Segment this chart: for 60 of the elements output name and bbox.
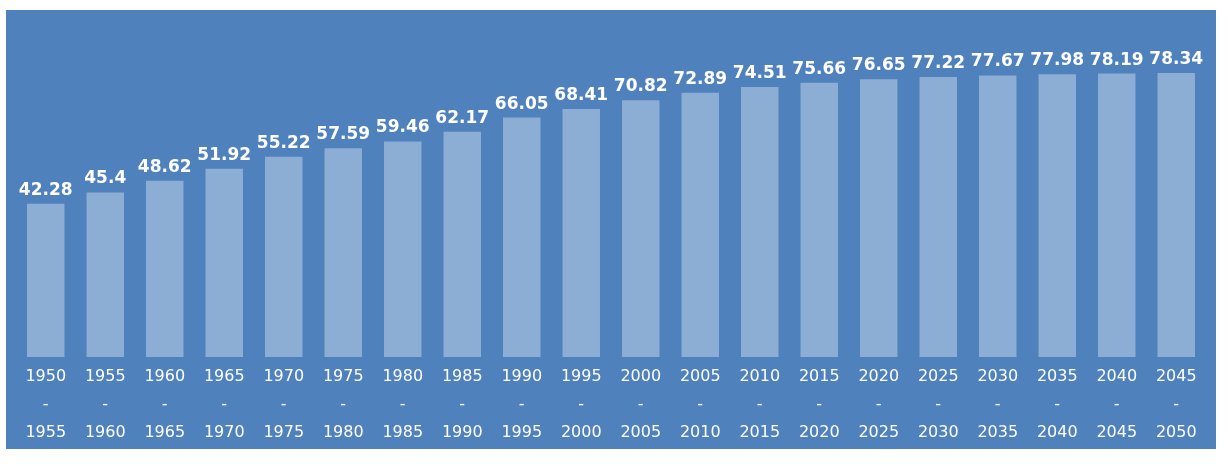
bar [146, 180, 184, 357]
data-label: 77.67 [970, 50, 1025, 71]
x-tick-label: 1950 - 1955 [25, 365, 67, 441]
bar [265, 156, 303, 357]
x-tick-label: 1975 - 1980 [322, 365, 364, 441]
data-label: 45.4 [84, 167, 127, 188]
x-tick-label: 2030 - 2035 [977, 365, 1019, 441]
data-label: 78.19 [1089, 48, 1144, 69]
x-tick-label: 2040 - 2045 [1096, 365, 1138, 441]
data-label: 75.66 [792, 57, 847, 78]
bar [741, 86, 779, 357]
bar [205, 168, 243, 357]
data-label: 62.17 [435, 106, 490, 127]
x-tick-label: 2000 - 2005 [620, 365, 662, 441]
x-tick-label: 2045 - 2050 [1155, 365, 1197, 441]
bar [384, 141, 422, 357]
data-label: 48.62 [137, 155, 192, 176]
x-tick-label: 2015 - 2020 [798, 365, 840, 441]
bar [979, 75, 1017, 357]
x-tick-label: 1965 - 1970 [203, 365, 245, 441]
data-label: 70.82 [613, 75, 668, 96]
data-label: 68.41 [554, 84, 609, 105]
bar [800, 82, 838, 357]
bar [27, 203, 65, 357]
bar [443, 131, 481, 357]
x-tick-label: 2025 - 2030 [917, 365, 959, 441]
data-label: 66.05 [494, 92, 549, 113]
x-tick-label: 2005 - 2010 [679, 365, 721, 441]
data-label: 78.34 [1149, 48, 1204, 69]
data-label: 55.22 [256, 131, 311, 152]
bar [1038, 74, 1076, 357]
x-tick-label: 2010 - 2015 [739, 365, 781, 441]
bar [919, 77, 957, 357]
data-label: 76.65 [851, 54, 906, 75]
bar [1098, 73, 1136, 357]
x-tick-label: 2035 - 2040 [1036, 365, 1078, 441]
x-tick-label: 1995 - 2000 [560, 365, 602, 441]
data-label: 59.46 [375, 116, 430, 137]
bar [1157, 73, 1195, 357]
data-label: 77.22 [911, 52, 966, 73]
data-label: 42.28 [18, 178, 73, 199]
x-tick-label: 1980 - 1985 [382, 365, 424, 441]
data-label: 51.92 [197, 143, 252, 164]
x-tick-label: 1960 - 1965 [144, 365, 186, 441]
bar [86, 192, 124, 357]
bar [860, 79, 898, 357]
bar [562, 109, 600, 357]
data-label: 72.89 [673, 67, 728, 88]
x-tick-label: 1955 - 1960 [84, 365, 126, 441]
bar [324, 148, 362, 357]
x-tick-label: 1985 - 1990 [441, 365, 483, 441]
data-label: 74.51 [732, 61, 787, 82]
bar [503, 117, 541, 357]
x-tick-label: 2020 - 2025 [858, 365, 900, 441]
bar [681, 92, 719, 357]
data-label: 57.59 [316, 123, 371, 144]
bar [622, 100, 660, 357]
x-tick-label: 1990 - 1995 [501, 365, 543, 441]
data-label: 77.98 [1030, 49, 1085, 70]
x-tick-label: 1970 - 1975 [263, 365, 305, 441]
